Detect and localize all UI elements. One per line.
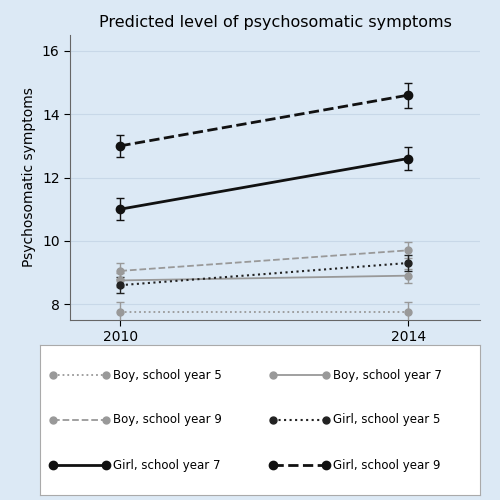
Title: Predicted level of psychosomatic symptoms: Predicted level of psychosomatic symptom… — [98, 14, 452, 30]
Text: Boy, school year 9: Boy, school year 9 — [112, 414, 222, 426]
Text: Boy, school year 5: Boy, school year 5 — [112, 368, 222, 382]
Text: Girl, school year 9: Girl, school year 9 — [332, 458, 440, 471]
Y-axis label: Psychosomatic symptoms: Psychosomatic symptoms — [22, 88, 36, 268]
Text: Girl, school year 7: Girl, school year 7 — [112, 458, 220, 471]
Text: Boy, school year 7: Boy, school year 7 — [332, 368, 442, 382]
Text: Girl, school year 5: Girl, school year 5 — [332, 414, 440, 426]
X-axis label: Year: Year — [260, 350, 290, 364]
